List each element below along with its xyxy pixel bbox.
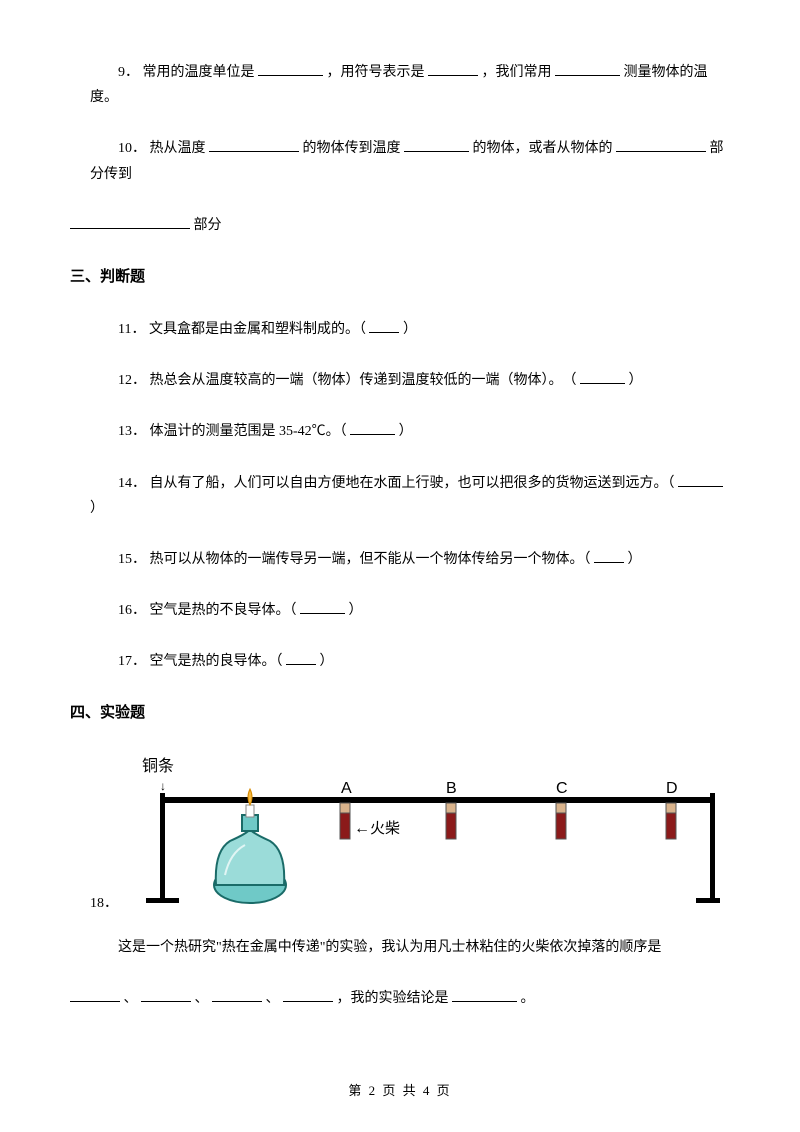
question-14: 14． 自从有了船，人们可以自由方便地在水面上行驶，也可以把很多的货物运送到远方…	[90, 471, 730, 521]
q16-text: 空气是热的不良导体。（	[150, 603, 297, 618]
blank	[283, 988, 333, 1002]
question-17: 17． 空气是热的良导体。（ ）	[90, 649, 730, 674]
q10-text5: 部分	[194, 218, 222, 233]
q18-t5: ，我的实验结论是	[337, 991, 449, 1006]
blank	[580, 370, 625, 384]
q17-close: ）	[320, 654, 334, 669]
blank	[300, 600, 345, 614]
question-10-cont: 部分	[70, 213, 730, 238]
question-10: 10． 热从温度 的物体传到温度 的物体，或者从物体的 部分传到	[90, 136, 730, 186]
alcohol-lamp-icon	[214, 789, 286, 903]
blank	[555, 62, 620, 76]
blank	[70, 215, 190, 229]
question-13: 13． 体温计的测量范围是 35-42℃。（ ）	[90, 419, 730, 444]
q16-num: 16．	[118, 603, 146, 618]
q13-num: 13．	[118, 424, 146, 439]
question-9: 9． 常用的温度单位是 ，用符号表示是 ，我们常用 测量物体的温度。	[90, 60, 730, 110]
question-18-text: 这是一个热研究"热在金属中传递"的实验，我认为用凡士林粘住的火柴依次掉落的顺序是	[90, 935, 730, 960]
blank	[350, 421, 395, 435]
q11-text: 文具盒都是由金属和塑料制成的。（	[149, 322, 366, 337]
q18-t3: 、	[195, 991, 209, 1006]
blank	[212, 988, 262, 1002]
match-a	[340, 803, 350, 839]
q18-t6: 。	[521, 991, 535, 1006]
q9-num: 9．	[118, 65, 139, 80]
left-stand	[160, 793, 165, 901]
experiment-diagram: 铜条 ↓ A B C D ←火柴	[120, 753, 720, 913]
left-base	[146, 898, 179, 903]
q10-text1: 热从温度	[150, 141, 206, 156]
match-d	[666, 803, 676, 839]
question-18-cont: 、 、 、 ，我的实验结论是 。	[70, 986, 730, 1011]
q17-num: 17．	[118, 654, 146, 669]
blank	[404, 138, 469, 152]
question-16: 16． 空气是热的不良导体。（ ）	[90, 598, 730, 623]
q10-text3: 的物体，或者从物体的	[473, 141, 613, 156]
q16-close: ）	[349, 603, 363, 618]
blank	[209, 138, 299, 152]
right-stand	[710, 793, 715, 901]
q10-text2: 的物体传到温度	[303, 141, 401, 156]
q14-text: 自从有了船，人们可以自由方便地在水面上行驶，也可以把很多的货物运送到远方。（	[150, 476, 675, 491]
q9-text2: ，用符号表示是	[327, 65, 425, 80]
q18-t4: 、	[266, 991, 280, 1006]
q12-text: 热总会从温度较高的一端（物体）传递到温度较低的一端（物体）。 （	[150, 373, 577, 388]
q13-close: ）	[399, 424, 413, 439]
q9-text1: 常用的温度单位是	[143, 65, 255, 80]
blank	[286, 651, 316, 665]
question-12: 12． 热总会从温度较高的一端（物体）传递到温度较低的一端（物体）。 （ ）	[90, 368, 730, 393]
blank	[258, 62, 323, 76]
page-footer: 第 2 页 共 4 页	[0, 1079, 800, 1102]
question-11: 11． 文具盒都是由金属和塑料制成的。（ ）	[90, 317, 730, 342]
match-b	[446, 803, 456, 839]
match-c	[556, 803, 566, 839]
blank	[616, 138, 706, 152]
section-3-title: 三、判断题	[70, 264, 730, 291]
blank	[428, 62, 478, 76]
section-4-title: 四、实验题	[70, 700, 730, 727]
experiment-svg	[120, 753, 720, 913]
blank	[594, 549, 624, 563]
q11-close: ）	[403, 322, 417, 337]
q14-close: ）	[90, 501, 104, 516]
question-15: 15． 热可以从物体的一端传导另一端，但不能从一个物体传给另一个物体。（ ）	[90, 547, 730, 572]
q17-text: 空气是热的良导体。（	[150, 654, 283, 669]
q15-close: ）	[628, 552, 642, 567]
q11-num: 11．	[118, 322, 145, 337]
q18-t1: 这是一个热研究"热在金属中传递"的实验，我认为用凡士林粘住的火柴依次掉落的顺序是	[118, 940, 661, 955]
q12-num: 12．	[118, 373, 146, 388]
blank	[70, 988, 120, 1002]
q15-num: 15．	[118, 552, 146, 567]
q18-t2: 、	[124, 991, 138, 1006]
copper-bar	[160, 797, 715, 803]
q12-close: ）	[629, 373, 643, 388]
q9-text3: ，我们常用	[482, 65, 552, 80]
q13-text: 体温计的测量范围是 35-42℃。（	[150, 424, 347, 439]
blank	[369, 319, 399, 333]
q10-num: 10．	[118, 141, 146, 156]
blank	[678, 473, 723, 487]
q15-text: 热可以从物体的一端传导另一端，但不能从一个物体传给另一个物体。（	[150, 552, 591, 567]
q14-num: 14．	[118, 476, 146, 491]
blank	[452, 988, 517, 1002]
right-base	[696, 898, 720, 903]
blank	[141, 988, 191, 1002]
